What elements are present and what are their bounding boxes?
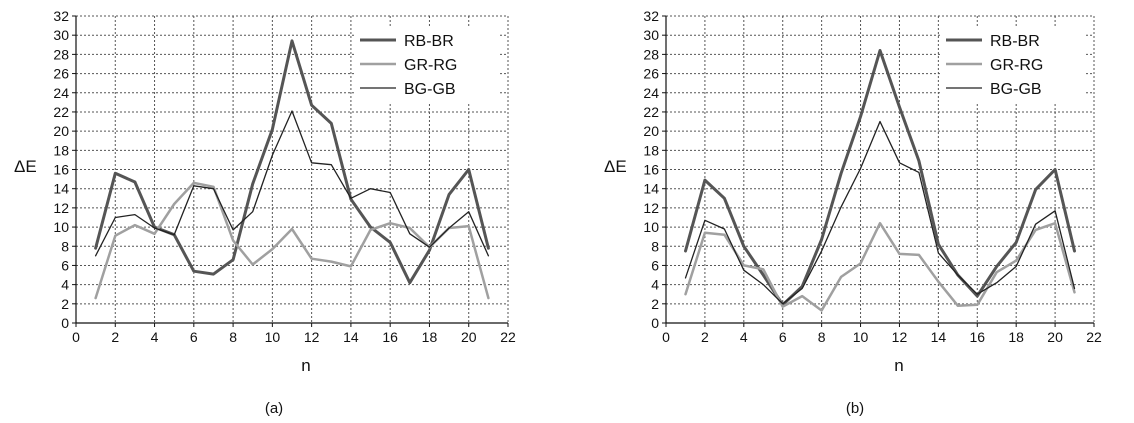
x-tick-label: 0 (72, 329, 80, 345)
x-tick-label: 2 (701, 329, 709, 345)
y-tick-label: 4 (61, 277, 69, 293)
x-tick-label: 4 (151, 329, 159, 345)
x-tick-label: 12 (304, 329, 320, 345)
y-tick-label: 12 (643, 200, 659, 216)
legend-label-bg-gb: BG-GB (404, 81, 456, 98)
y-tick-label: 24 (643, 85, 659, 101)
x-tick-label: 10 (265, 329, 281, 345)
x-tick-label: 18 (422, 329, 438, 345)
x-tick-label: 22 (500, 329, 516, 345)
y-tick-label: 24 (53, 85, 69, 101)
y-tick-label: 14 (53, 181, 69, 197)
y-tick-label: 2 (61, 296, 69, 312)
x-tick-label: 16 (382, 329, 398, 345)
legend-label-rb-br: RB-BR (404, 33, 454, 50)
x-tick-label: 14 (343, 329, 359, 345)
x-tick-label: 6 (190, 329, 198, 345)
y-tick-label: 8 (651, 238, 659, 254)
caption-b: (b) (846, 400, 864, 417)
y-tick-label: 22 (643, 104, 659, 120)
legend-label-bg-gb: BG-GB (990, 81, 1042, 98)
y-tick-label: 32 (53, 8, 69, 24)
y-tick-label: 22 (53, 104, 69, 120)
series-line-rb-br (684, 49, 1076, 307)
x-tick-label: 20 (1047, 329, 1063, 345)
y-tick-label: 16 (53, 162, 69, 178)
legend-label-rb-br: RB-BR (990, 33, 1040, 50)
y-tick-label: 26 (53, 66, 69, 82)
y-tick-label: 16 (643, 162, 659, 178)
y-tick-label: 10 (643, 219, 659, 235)
y-tick-label: 18 (53, 142, 69, 158)
y-tick-label: 2 (651, 296, 659, 312)
series-line-bg-gb (684, 120, 1076, 305)
y-tick-label: 10 (53, 219, 69, 235)
x-tick-label: 6 (779, 329, 787, 345)
x-tick-label: 0 (662, 329, 670, 345)
x-tick-label: 10 (853, 329, 869, 345)
y-tick-label: 0 (651, 315, 659, 331)
y-tick-label: 20 (53, 123, 69, 139)
y-tick-label: 12 (53, 200, 69, 216)
legend-label-gr-rg: GR-RG (404, 57, 457, 74)
y-tick-label: 0 (61, 315, 69, 331)
x-tick-label: 22 (1086, 329, 1102, 345)
y-tick-label: 6 (651, 257, 659, 273)
y-axis-label-b: ΔE (604, 157, 627, 176)
caption-a: (a) (265, 400, 283, 417)
series-line-gr-rg (94, 181, 490, 300)
legend-label-gr-rg: GR-RG (990, 57, 1043, 74)
x-tick-label: 12 (892, 329, 908, 345)
y-tick-label: 4 (651, 277, 659, 293)
y-tick-label: 32 (643, 8, 659, 24)
x-tick-label: 14 (931, 329, 947, 345)
y-tick-label: 30 (53, 27, 69, 43)
y-tick-label: 18 (643, 142, 659, 158)
x-axis-label-a: n (301, 356, 310, 375)
x-tick-label: 2 (111, 329, 119, 345)
y-axis-label-a: ΔE (14, 157, 37, 176)
y-tick-label: 26 (643, 66, 659, 82)
y-tick-label: 14 (643, 181, 659, 197)
y-tick-label: 6 (61, 257, 69, 273)
x-tick-label: 20 (461, 329, 477, 345)
x-tick-label: 8 (229, 329, 237, 345)
y-tick-label: 30 (643, 27, 659, 43)
series-line-bg-gb (94, 110, 490, 257)
x-tick-label: 16 (969, 329, 985, 345)
x-tick-label: 8 (818, 329, 826, 345)
y-tick-label: 20 (643, 123, 659, 139)
y-tick-label: 28 (53, 46, 69, 62)
x-tick-label: 4 (740, 329, 748, 345)
x-axis-label-b: n (894, 356, 903, 375)
y-tick-label: 8 (61, 238, 69, 254)
x-tick-label: 18 (1008, 329, 1024, 345)
series-line-gr-rg (684, 221, 1076, 312)
y-tick-label: 28 (643, 46, 659, 62)
